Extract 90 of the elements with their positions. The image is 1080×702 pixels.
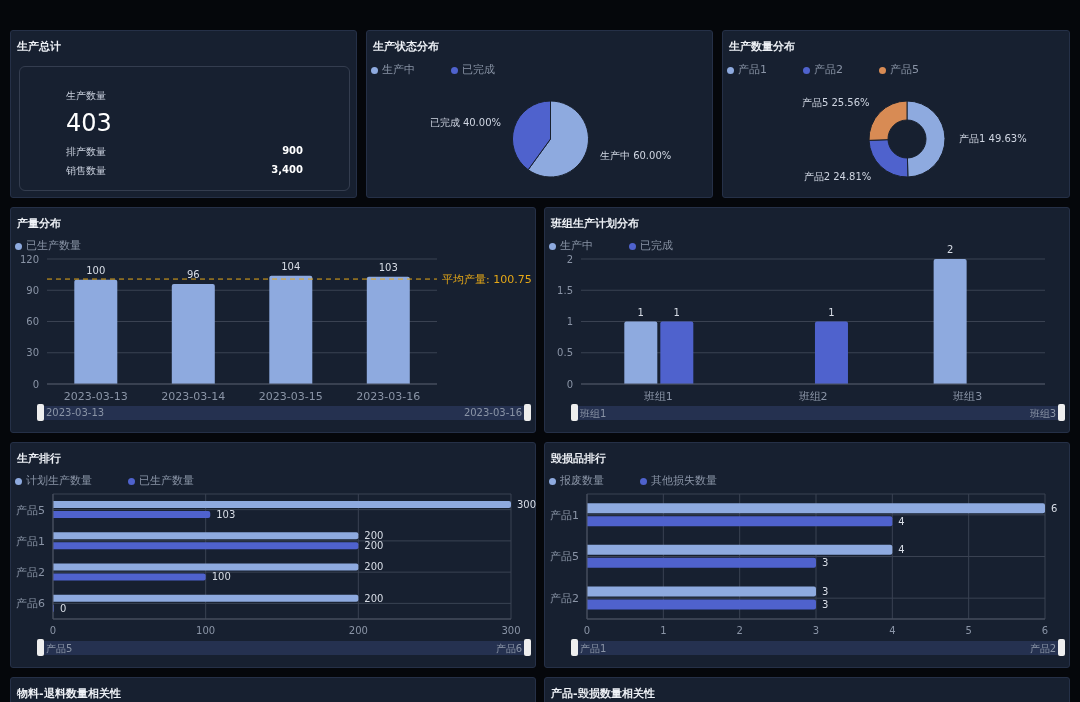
x-tick-label: 班组2 [798, 389, 828, 403]
x-tick-label: 1 [660, 625, 667, 637]
data-label: 6 [1051, 502, 1058, 514]
x-tick-label: 0 [583, 625, 591, 637]
data-label: 104 [281, 260, 301, 272]
chart-title: 毁损品排行 [551, 451, 606, 466]
x-tick-label: 300 [501, 625, 521, 637]
y-tick-label: 产品5 [16, 503, 45, 517]
x-tick-label: 2023-03-13 [63, 389, 128, 403]
data-label: 1 [828, 306, 835, 318]
y-tick-label: 产品2 [550, 592, 579, 606]
y-tick-label: 30 [26, 347, 39, 359]
text: 900 [282, 145, 303, 158]
legend-label: 生产中 [382, 63, 415, 76]
category-label: 产品2 24.81% [803, 171, 872, 183]
ref-line-label: 平均产量: 100.75 [442, 272, 532, 286]
data-label: 96 [186, 269, 200, 280]
legend-label: 产品5 [890, 63, 919, 76]
x-tick-label: 0 [49, 625, 57, 637]
legend-label: 已生产数量 [26, 239, 81, 252]
x-tick-label: 6 [1041, 625, 1049, 637]
y-tick-label: 0 [566, 378, 573, 390]
data-label: 2 [946, 244, 954, 255]
y-tick-label: 1 [566, 316, 573, 328]
data-label: 1 [673, 306, 680, 318]
y-tick-label: 90 [26, 284, 39, 296]
legend-label: 产品1 [738, 63, 767, 76]
x-tick-label: 班组3 [953, 389, 983, 403]
data-label: 103 [216, 508, 236, 520]
data-label: 100 [211, 571, 231, 583]
y-tick-label: 120 [19, 253, 39, 265]
legend-label: 产品2 [814, 63, 843, 76]
legend-label: 报废数量 [560, 474, 604, 487]
y-tick-label: 1.5 [557, 284, 573, 296]
y-tick-label: 产品6 [16, 597, 45, 611]
text: 销售数量 [66, 164, 106, 178]
legend-label: 已完成 [640, 239, 673, 252]
legend-label: 已完成 [462, 63, 495, 76]
x-tick-label: 2023-03-16 [356, 389, 421, 403]
x-tick-label: 2 [736, 625, 743, 637]
x-tick-label: 2023-03-15 [258, 389, 323, 403]
data-label: 4 [898, 515, 905, 527]
category-label: 生产中 60.00% [599, 149, 672, 161]
data-label: 103 [378, 261, 398, 273]
x-tick-label: 4 [889, 625, 896, 637]
x-tick-label: 3 [812, 625, 820, 637]
y-tick-label: 0.5 [557, 347, 573, 359]
y-tick-label: 产品2 [16, 566, 45, 580]
text: 排产数量 [66, 145, 106, 159]
data-label: 3 [822, 586, 829, 597]
legend-label: 已生产数量 [139, 474, 194, 487]
chart-title: 产量分布 [17, 216, 61, 231]
x-tick-label: 200 [348, 625, 368, 637]
data-label: 3 [822, 557, 829, 569]
x-tick-label: 2023-03-14 [161, 389, 226, 403]
category-label: 产品1 49.63% [959, 132, 1027, 144]
data-label: 0 [60, 602, 67, 614]
y-tick-label: 产品1 [550, 508, 579, 522]
y-tick-label: 2 [566, 253, 573, 265]
category-label: 已完成 40.00% [429, 117, 502, 129]
data-label: 100 [86, 264, 106, 276]
text: 生产总计 [17, 39, 61, 54]
text: 产品-毁损数量相关性 [551, 686, 655, 701]
x-tick-label: 5 [965, 625, 972, 637]
legend-label: 计划生产数量 [26, 474, 92, 487]
text: 生产数量 [66, 89, 107, 103]
y-tick-label: 产品1 [16, 534, 45, 548]
chart-title: 班组生产计划分布 [551, 216, 639, 231]
data-label: 4 [898, 544, 905, 556]
x-tick-label: 100 [196, 625, 216, 637]
chart-title: 生产数量分布 [729, 39, 795, 54]
data-label: 3 [822, 599, 829, 610]
text: 403 [66, 109, 112, 137]
y-tick-label: 0 [32, 378, 39, 390]
x-tick-label: 班组1 [643, 389, 673, 403]
chart-title: 生产排行 [17, 451, 61, 466]
data-label: 200 [364, 530, 384, 542]
data-label: 200 [364, 592, 384, 604]
data-label: 1 [637, 306, 644, 318]
data-label: 200 [364, 561, 384, 573]
y-tick-label: 60 [26, 316, 39, 328]
data-label: 300 [517, 498, 537, 510]
y-tick-label: 产品5 [550, 550, 579, 564]
text: 3,400 [271, 164, 303, 177]
legend-label: 生产中 [560, 239, 593, 252]
legend-label: 其他损失数量 [651, 474, 717, 487]
text: 物料-退料数量相关性 [17, 686, 121, 701]
chart-title: 生产状态分布 [373, 39, 439, 54]
category-label: 产品5 25.56% [801, 97, 870, 109]
data-label: 200 [364, 540, 384, 552]
